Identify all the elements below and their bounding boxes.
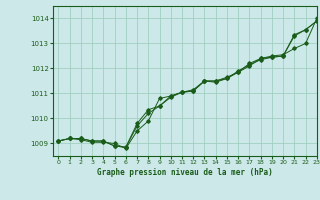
X-axis label: Graphe pression niveau de la mer (hPa): Graphe pression niveau de la mer (hPa) — [97, 168, 273, 177]
